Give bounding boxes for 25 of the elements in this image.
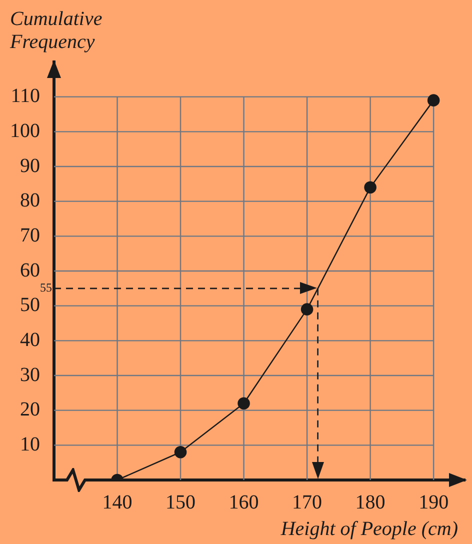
point <box>300 303 314 316</box>
point <box>427 94 440 106</box>
point <box>238 397 250 410</box>
y-tick-label: 110 <box>10 85 40 108</box>
x-tick-label: 190 <box>418 491 449 514</box>
x-tick-label: 150 <box>166 491 196 514</box>
y-tick-label: 20 <box>20 398 40 421</box>
x-tick-label: 180 <box>355 491 386 514</box>
y-tick-label: 80 <box>20 190 40 212</box>
x-tick-label: 160 <box>228 491 259 514</box>
y-tick-label: 50 <box>20 294 40 316</box>
y-tick-label: 10 <box>20 433 40 456</box>
x-tick-label: 140 <box>102 491 132 514</box>
x-axis-title: Height of People (cm) <box>280 518 458 541</box>
point <box>364 181 376 194</box>
ref-line-label: 55 <box>40 280 52 295</box>
y-tick-label: 70 <box>20 224 40 246</box>
x-tick-label: 170 <box>292 491 322 514</box>
y-tick-label: 30 <box>20 364 40 386</box>
y-tick-label: 100 <box>10 120 40 142</box>
y-tick-label: 90 <box>20 154 40 177</box>
y-tick-label: 40 <box>20 328 40 351</box>
point <box>174 446 187 458</box>
y-axis-title: Cumulative Frequency <box>10 8 104 54</box>
y-tick-label: 60 <box>20 259 40 282</box>
